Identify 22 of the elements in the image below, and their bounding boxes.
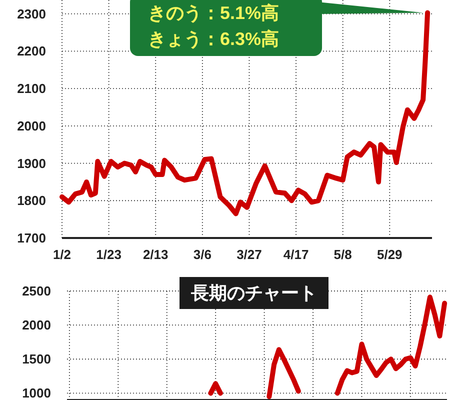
y-tick-label: 1500: [22, 352, 51, 367]
x-tick-label: 3/27: [236, 247, 262, 262]
x-tick-label: 5/8: [334, 247, 352, 262]
x-tick-label: 1/23: [96, 247, 122, 262]
x-tick-label: 5/29: [376, 247, 402, 262]
y-tick-label: 2500: [22, 284, 51, 299]
x-tick-label: 3/6: [193, 247, 212, 262]
y-tick-label: 2000: [17, 118, 46, 134]
x-tick-label: 2/13: [142, 247, 168, 262]
x-tick-label: 4/17: [283, 247, 309, 262]
y-tick-label: 2100: [17, 81, 46, 96]
y-tick-label: 1700: [17, 230, 46, 246]
y-tick-label: 1000: [22, 386, 51, 400]
y-tick-label: 2300: [17, 6, 46, 22]
y-tick-label: 1800: [17, 193, 46, 208]
chart-title: 長期のチャート: [190, 283, 317, 303]
annotation: きょう：6.3%高: [148, 29, 280, 49]
y-tick-label: 2000: [22, 318, 51, 333]
annotation: きのう：5.1%高: [148, 3, 280, 23]
x-tick-label: 1/2: [52, 247, 72, 262]
y-tick-label: 2200: [17, 44, 46, 59]
y-tick-label: 1900: [17, 156, 46, 171]
